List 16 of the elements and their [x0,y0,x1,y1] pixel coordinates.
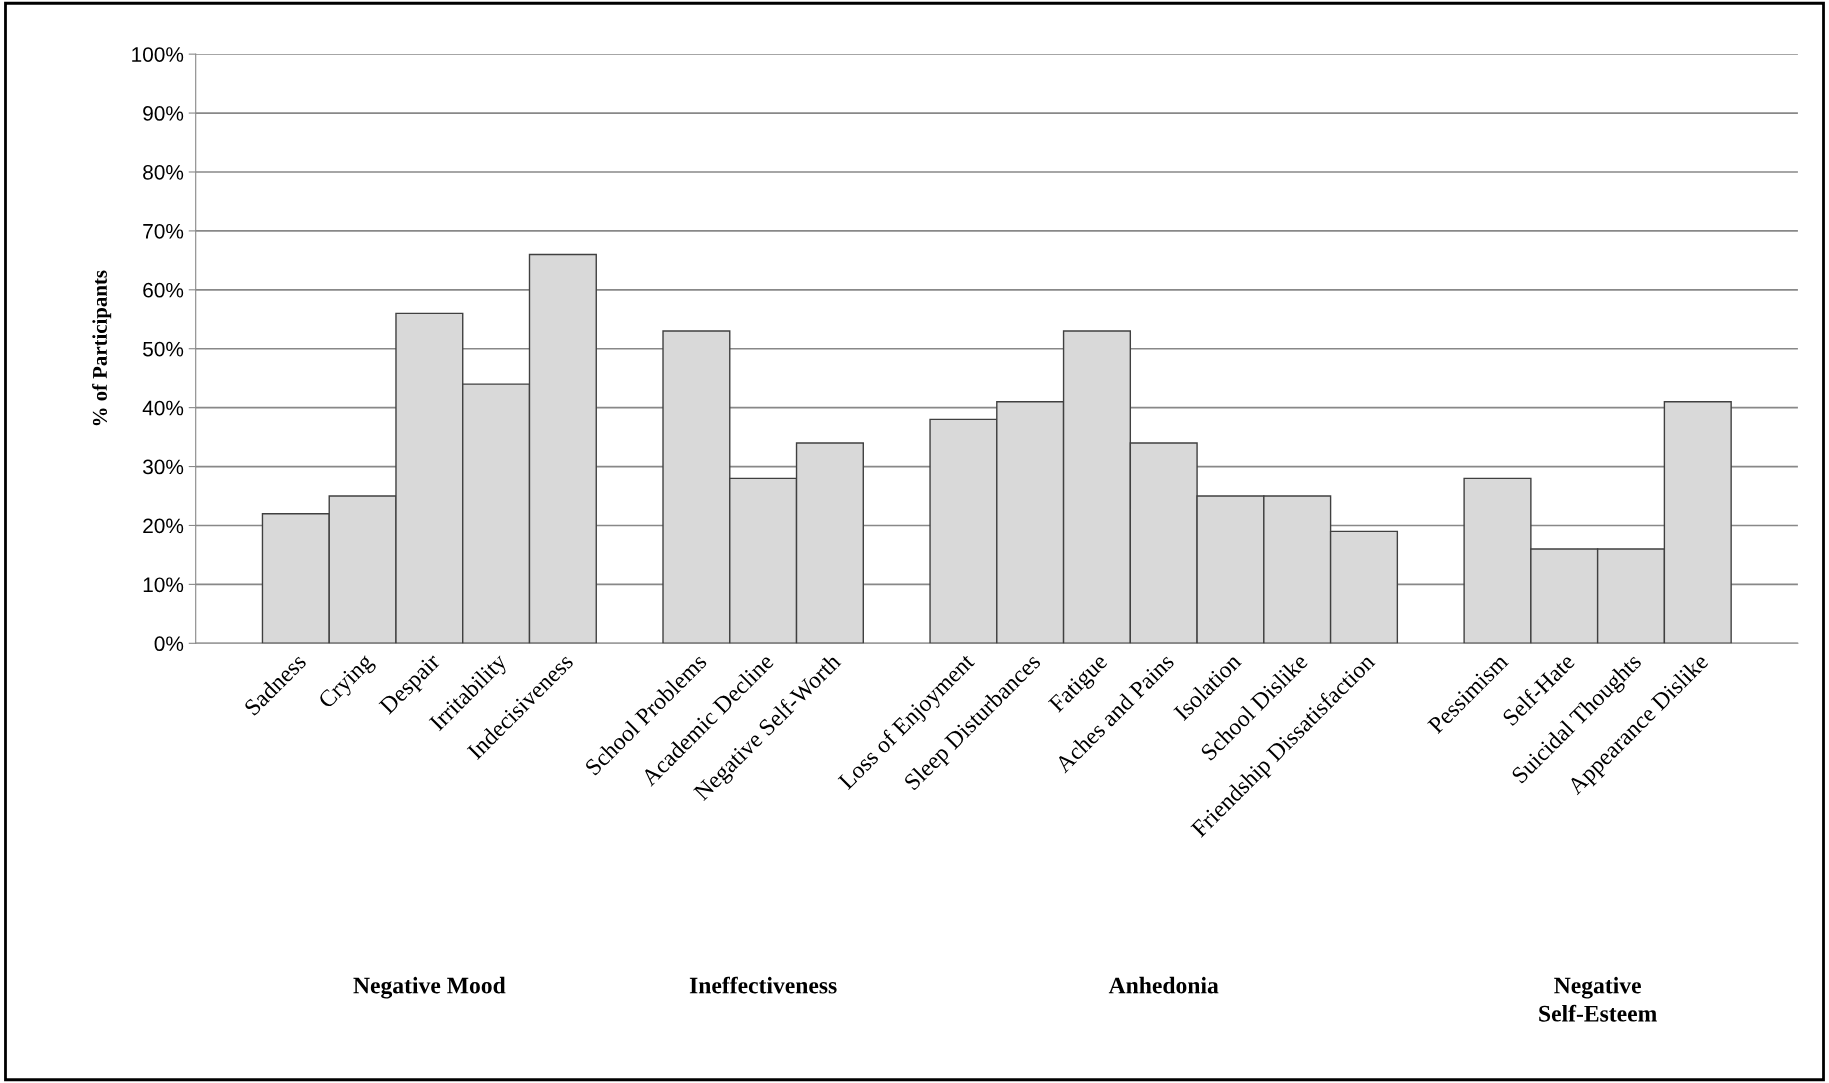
text: Negative Self-Esteem [1539,976,1657,1022]
y-tick-label: 30% [143,459,184,475]
y-tick-label: 80% [143,164,184,180]
y-tick-label: 50% [143,341,184,357]
text: Negative Mood [353,976,506,999]
y-tick-label: 100% [132,47,184,62]
y-axis-title: % of Participants [92,270,112,426]
text: Ineffectiveness [689,976,837,994]
y-tick-label: 10% [143,577,184,593]
y-tick-label: 60% [143,282,184,298]
y-tick-label: 70% [143,223,184,239]
text: Anhedonia [1108,976,1219,994]
y-tick-label: 90% [143,106,184,121]
y-tick-label: 40% [142,400,184,416]
y-tick-label: 0% [154,636,184,652]
y-tick-label: 20% [143,518,184,534]
